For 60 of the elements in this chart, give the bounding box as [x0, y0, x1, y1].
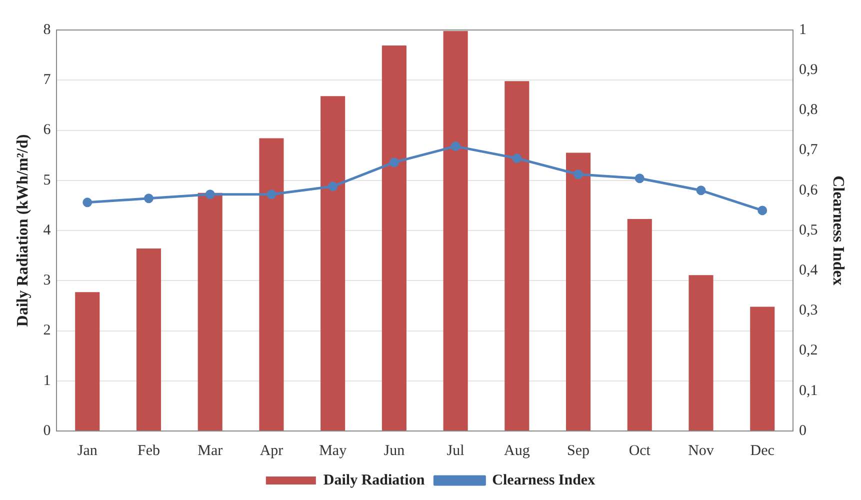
x-tick-label: Dec [750, 442, 775, 459]
bar [627, 218, 652, 430]
x-tick-label: Sep [567, 442, 590, 459]
y2-axis-title: Clearness Index [829, 176, 846, 286]
point [82, 198, 92, 208]
point [144, 194, 154, 204]
point [205, 190, 215, 200]
bar [136, 248, 162, 430]
x-tick-label: May [319, 442, 348, 459]
x-tick-label: Oct [628, 442, 652, 459]
y-tick-label: 8 [43, 22, 51, 38]
point [634, 174, 644, 184]
point [512, 154, 522, 164]
y-tick-label: 1 [43, 372, 51, 389]
y-tick-label: 6 [43, 122, 52, 138]
bar [750, 306, 775, 430]
point [266, 190, 276, 200]
x-tick-label: Jan [77, 442, 98, 459]
y-tick-label: 0 [43, 422, 51, 439]
y2-tick-label: 0,9 [799, 62, 818, 78]
legend-label: Clearness Index [492, 472, 596, 488]
bar [320, 96, 346, 430]
y2-tick-label: 0,8 [799, 102, 818, 118]
y2-tick-label: 0,1 [799, 382, 818, 399]
bar [566, 152, 591, 430]
point [389, 158, 399, 168]
point [574, 170, 584, 180]
bar [504, 81, 530, 430]
y2-tick-label: 0,2 [799, 342, 818, 359]
x-tick-label: Feb [137, 442, 160, 459]
x-tick-label: Jun [384, 442, 406, 459]
x-tick-label: Mar [198, 442, 223, 459]
x-tick-label: Apr [260, 442, 284, 459]
y2-tick-label: 1 [799, 22, 807, 38]
y-axis-title: Daily Radiation (kWh/m²/d) [14, 134, 32, 327]
y-tick-label: 7 [43, 72, 52, 88]
point [450, 142, 460, 152]
y2-tick-label: 0,5 [799, 222, 818, 238]
x-tick-label: Aug [504, 442, 530, 459]
x-tick-label: Nov [688, 442, 714, 459]
y-tick-label: 4 [43, 222, 52, 238]
point [696, 186, 706, 196]
y-tick-label: 3 [43, 272, 51, 289]
x-tick-label: Jul [446, 442, 464, 459]
y2-tick-label: 0,6 [799, 182, 818, 198]
y2-tick-label: 0,7 [799, 142, 818, 158]
y2-tick-label: 0 [799, 422, 807, 439]
y-tick-label: 2 [43, 322, 51, 339]
bar [688, 275, 714, 430]
bar [382, 46, 406, 430]
y2-tick-label: 0,3 [799, 302, 818, 319]
y2-tick-label: 0,4 [799, 262, 818, 279]
point [328, 182, 338, 192]
bar [75, 292, 100, 430]
point [758, 206, 768, 216]
legend-label: Daily Radiation [323, 472, 426, 488]
y-tick-label: 5 [43, 172, 51, 188]
bar [259, 138, 284, 430]
bar [443, 31, 468, 430]
bar [198, 192, 222, 430]
